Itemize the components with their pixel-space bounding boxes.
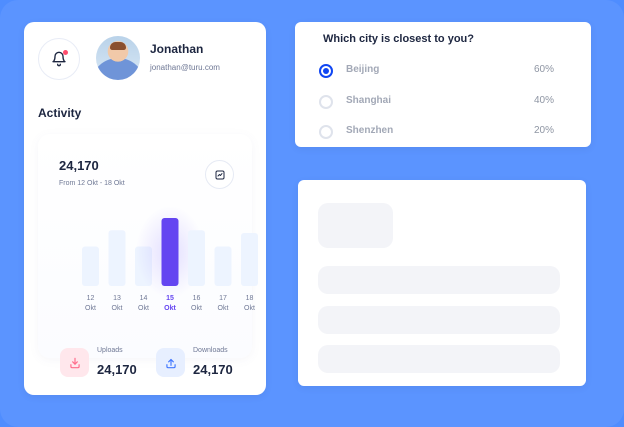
skeleton-line-1 — [318, 266, 560, 294]
poll-card: Which city is closest to you? Beijing 60… — [295, 22, 591, 147]
chart-day-label-12: 12 — [87, 295, 95, 302]
skeleton-line-3 — [318, 345, 560, 373]
avatar[interactable] — [96, 36, 140, 80]
poll-bar-beijing — [415, 69, 519, 74]
chart-day-label-16: 16 — [193, 295, 201, 302]
downloads-label: Downloads — [193, 347, 228, 354]
user-email: jonathan@turu.com — [150, 63, 220, 72]
chart-month-label-13: Okt — [112, 305, 123, 312]
chart-month-label-12: Okt — [85, 305, 96, 312]
poll-label-shenzhen: Shenzhen — [346, 125, 394, 136]
activity-panel: 24,170 From 12 Okt - 18 Okt 12 Okt 13 Okt 14… — [38, 134, 258, 358]
activity-total: 24,170 — [59, 158, 99, 173]
notification-button[interactable] — [38, 38, 80, 80]
trend-icon — [215, 170, 224, 179]
bell-icon — [52, 51, 66, 67]
chart-month-label-15: Okt — [164, 305, 176, 312]
skeleton-title-block — [318, 203, 393, 248]
skeleton-line-2 — [318, 306, 560, 334]
chart-day-label-17: 17 — [219, 295, 227, 302]
poll-label-beijing: Beijing — [346, 64, 380, 75]
poll-option-shanghai[interactable]: Shanghai 40% — [319, 93, 567, 113]
uploads-icon-box — [60, 348, 89, 377]
chart-month-label-17: Okt — [218, 305, 229, 312]
chart-day-label-15: 15 — [166, 295, 174, 302]
user-name: Jonathan — [150, 42, 204, 56]
activity-date-range: From 12 Okt - 18 Okt — [59, 180, 125, 187]
poll-percent-beijing: 60% — [534, 64, 555, 75]
notification-dot — [63, 50, 68, 55]
chart-day-label-13: 13 — [113, 295, 121, 302]
uploads-value: 24,170 — [97, 362, 137, 377]
poll-radio-shanghai[interactable] — [319, 95, 333, 109]
downloads-stat: Downloads 24,170 — [156, 346, 246, 388]
uploads-stat: Uploads 24,170 — [60, 346, 150, 388]
uploads-label: Uploads — [97, 347, 123, 354]
chart-bar-16[interactable] — [188, 230, 205, 286]
poll-radio-beijing[interactable] — [319, 64, 333, 78]
activity-bar-chart: 12 Okt 13 Okt 14 Okt 15 Okt 16 Okt 17 Okt 18 Okt — [82, 206, 258, 312]
chart-month-label-18: Okt — [244, 305, 255, 312]
poll-bar-shenzhen — [415, 130, 519, 135]
poll-percent-shanghai: 40% — [534, 95, 555, 106]
chart-day-label-18: 18 — [246, 295, 254, 302]
download-icon — [69, 357, 80, 368]
poll-option-beijing[interactable]: Beijing 60% — [319, 62, 567, 82]
poll-label-shanghai: Shanghai — [346, 95, 392, 106]
poll-option-shenzhen[interactable]: Shenzhen 20% — [319, 123, 567, 143]
avatar-hair — [110, 42, 126, 50]
chart-month-label-16: Okt — [191, 305, 202, 312]
poll-question: Which city is closest to you? — [323, 33, 474, 45]
poll-radio-shenzhen[interactable] — [319, 125, 333, 139]
chart-bar-15[interactable] — [161, 218, 179, 286]
trend-button[interactable] — [205, 160, 234, 189]
chart-bar-13[interactable] — [108, 230, 126, 286]
chart-bar-17[interactable] — [214, 246, 232, 286]
activity-title: Activity — [38, 106, 82, 120]
chart-bar-12[interactable] — [82, 246, 99, 286]
chart-day-label-14: 14 — [140, 295, 148, 302]
downloads-value: 24,170 — [193, 362, 233, 377]
poll-percent-shenzhen: 20% — [534, 125, 555, 136]
chart-bar-18[interactable] — [241, 232, 258, 286]
poll-bar-shanghai — [415, 100, 519, 105]
activity-card: Jonathan jonathan@turu.com Activity 24,1… — [24, 22, 266, 395]
downloads-icon-box — [156, 348, 185, 377]
chart-month-label-14: Okt — [138, 305, 149, 312]
loading-card — [298, 180, 586, 386]
upload-icon — [165, 358, 176, 368]
